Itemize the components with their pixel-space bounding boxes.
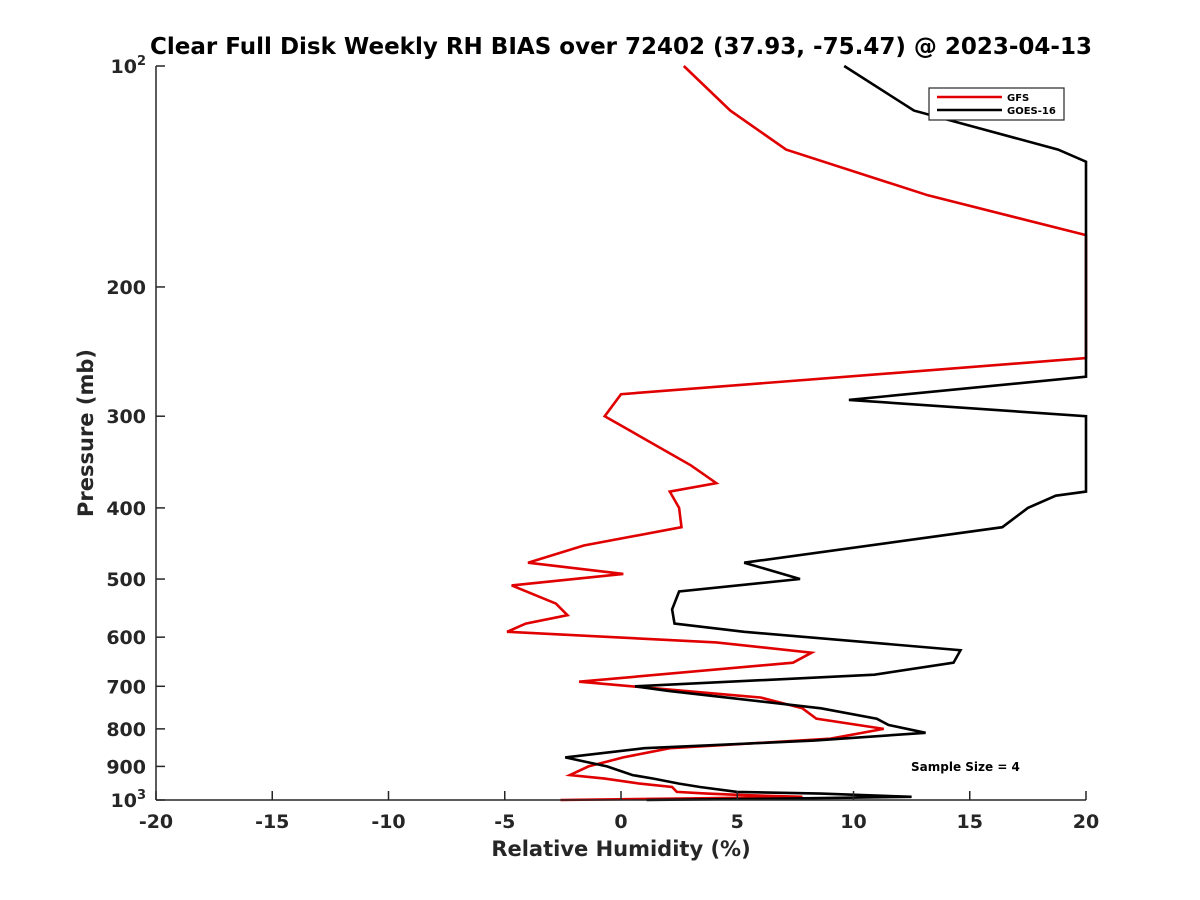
x-axis-label: Relative Humidity (%) — [491, 837, 750, 861]
x-tick-label: -10 — [371, 811, 405, 833]
y-tick-label: 400 — [106, 498, 146, 520]
sample-size-annotation: Sample Size = 4 — [911, 760, 1020, 774]
series-layer — [506, 64, 1088, 802]
y-tick-label: 600 — [106, 627, 146, 649]
x-ticks: -20 -15 -10 -5 0 5 10 15 20 — [139, 791, 1099, 833]
y-tick-label: 700 — [106, 676, 146, 698]
y-tick-label: 200 — [106, 277, 146, 299]
x-tick-label: -20 — [139, 811, 173, 833]
plot-area-frame — [156, 66, 1086, 800]
x-tick-label: 10 — [840, 811, 866, 833]
chart-title: Clear Full Disk Weekly RH BIAS over 7240… — [150, 34, 1092, 60]
y-axis-label: Pressure (mb) — [74, 349, 98, 517]
series-line-goes16 — [564, 64, 1088, 802]
y-tick-label: 900 — [106, 756, 146, 778]
x-tick-label: 20 — [1073, 811, 1099, 833]
x-tick-label: -5 — [494, 811, 515, 833]
x-tick-label: 0 — [614, 811, 627, 833]
y-tick-label: 500 — [106, 569, 146, 591]
y-ticks: 102 200 300 400 500 600 700 800 900 103 — [106, 54, 165, 812]
series-line-gfs — [506, 65, 1088, 802]
legend-label-gfs: GFS — [1007, 93, 1029, 104]
x-tick-label: -15 — [255, 811, 289, 833]
y-tick-label: 103 — [111, 788, 147, 812]
legend-label-goes16: GOES-16 — [1007, 106, 1056, 117]
x-tick-label: 15 — [957, 811, 983, 833]
legend-box — [928, 87, 1065, 121]
y-tick-label: 300 — [106, 406, 146, 428]
y-tick-label: 102 — [111, 54, 147, 78]
legend: GFS GOES-16 — [928, 87, 1065, 121]
y-tick-label: 800 — [106, 719, 146, 741]
x-tick-label: 5 — [731, 811, 744, 833]
